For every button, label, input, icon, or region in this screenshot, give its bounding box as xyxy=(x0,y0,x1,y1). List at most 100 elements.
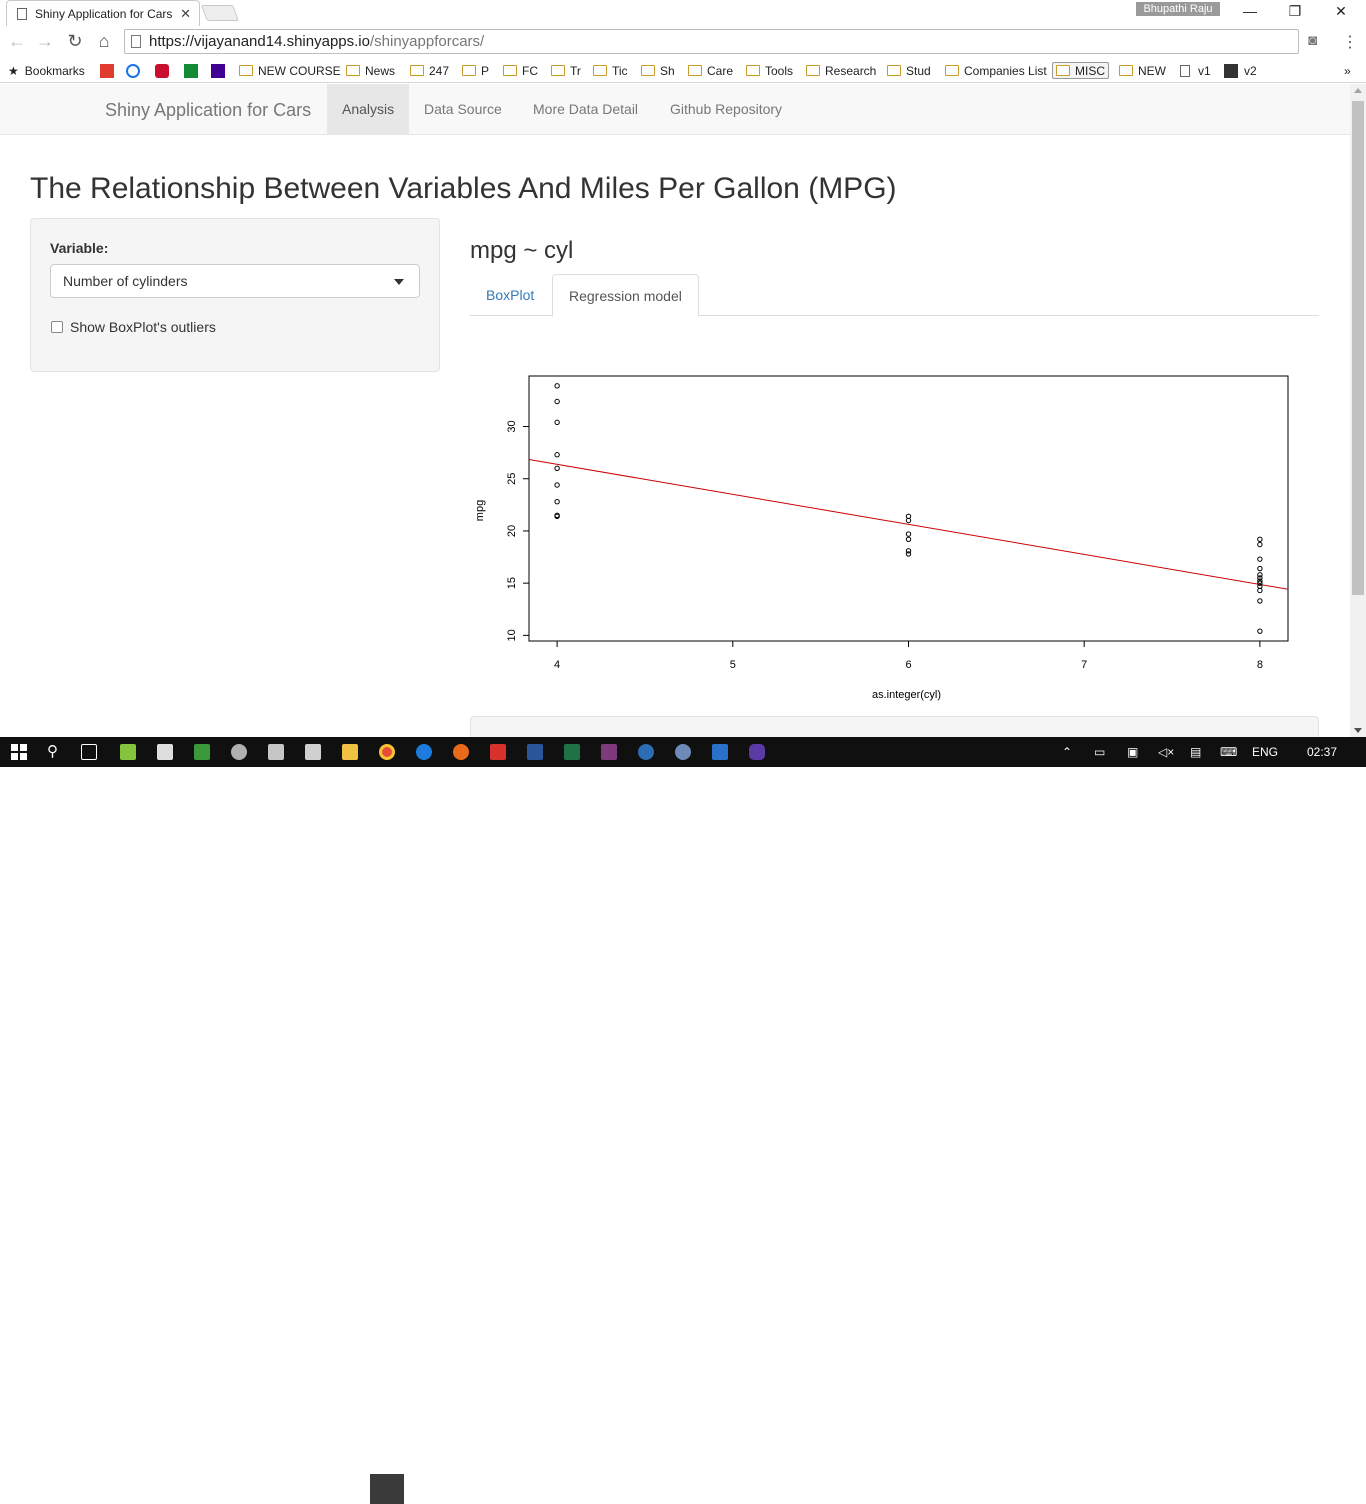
bookmark-v2-icon xyxy=(1224,63,1238,78)
new-tab-button[interactable] xyxy=(201,5,239,21)
taskbar-app-icon[interactable] xyxy=(194,744,210,760)
language-indicator[interactable]: ENG xyxy=(1252,745,1279,759)
windows-start-icon[interactable] xyxy=(11,744,27,760)
tab-boxplot[interactable]: BoxPlot xyxy=(486,287,535,303)
bookmark-icon-yahoo[interactable] xyxy=(211,62,231,79)
bookmark-247[interactable]: 247 xyxy=(410,62,449,79)
file-explorer-icon[interactable] xyxy=(342,744,358,760)
bookmarks-menu[interactable]: ★ Bookmarks xyxy=(8,63,85,78)
page-icon xyxy=(17,7,27,20)
onenote-icon[interactable] xyxy=(601,744,617,760)
app-navbar: Shiny Application for Cars Analysis Data… xyxy=(0,84,1350,135)
bookmark-icon-act[interactable] xyxy=(100,62,120,79)
pdf-icon[interactable] xyxy=(490,744,506,760)
bookmarks-overflow-icon[interactable]: » xyxy=(1344,63,1351,78)
data-point xyxy=(1257,541,1263,548)
x-tick-label: 6 xyxy=(905,659,911,671)
window-close-icon[interactable]: ✕ xyxy=(1335,3,1347,19)
notifications-icon[interactable]: ▤ xyxy=(1190,745,1202,759)
bookmark-new[interactable]: NEW xyxy=(1119,62,1166,79)
scroll-up-icon[interactable] xyxy=(1354,88,1362,93)
battery-icon[interactable]: ▭ xyxy=(1094,745,1106,759)
word-icon[interactable] xyxy=(527,744,543,760)
taskbar-app-icon[interactable] xyxy=(268,744,284,760)
data-point xyxy=(554,482,560,488)
model-formula: mpg ~ cyl xyxy=(470,237,574,264)
r-icon[interactable] xyxy=(638,744,654,760)
scroll-down-icon[interactable] xyxy=(1354,728,1362,733)
outliers-checkbox[interactable] xyxy=(51,321,63,333)
home-icon[interactable]: ⌂ xyxy=(98,31,110,51)
firefox-icon[interactable] xyxy=(453,744,469,760)
bookmark-v1[interactable]: v1 xyxy=(1180,62,1211,79)
bookmark-sh[interactable]: Sh xyxy=(641,62,675,79)
browser-tab-strip: Shiny Application for Cars ✕ Bhupathi Ra… xyxy=(0,0,1366,26)
taskbar-app-icon[interactable] xyxy=(749,744,765,760)
calculator-icon[interactable] xyxy=(305,744,321,760)
bookmark-v2[interactable]: v2 xyxy=(1224,62,1257,79)
regression-plot: 4 5 6 7 8 10 15 20 25 30 as.integer(cyl) mpg xyxy=(474,375,1289,701)
nav-data-source[interactable]: Data Source xyxy=(424,101,502,117)
data-point xyxy=(1257,587,1263,594)
bookmark-new-course[interactable]: NEW COURSE xyxy=(239,62,341,79)
outliers-checkbox-label[interactable]: Show BoxPlot's outliers xyxy=(70,319,216,335)
bookmark-care[interactable]: Care xyxy=(688,62,733,79)
tab-regression-model[interactable]: Regression model xyxy=(552,274,699,317)
page-info-icon[interactable] xyxy=(131,35,141,48)
x-tick-label: 4 xyxy=(554,659,560,671)
nav-github-repository[interactable]: Github Repository xyxy=(670,101,783,117)
star-icon: ★ xyxy=(8,63,19,78)
address-bar[interactable]: https://vijayanand14.shinyapps.io/shinya… xyxy=(124,29,1299,54)
taskbar-app-icon[interactable] xyxy=(231,744,247,760)
restore-icon[interactable]: ❐ xyxy=(1288,3,1302,19)
taskbar-app-icon[interactable] xyxy=(157,744,173,760)
bookmark-icon-green[interactable] xyxy=(184,62,204,79)
scrollbar-thumb[interactable] xyxy=(1352,101,1364,595)
reload-icon[interactable]: ↻ xyxy=(67,31,83,51)
bookmark-p[interactable]: P xyxy=(462,62,489,79)
chevron-up-icon[interactable]: ⌃ xyxy=(1062,745,1073,759)
volume-muted-icon[interactable]: ◁× xyxy=(1158,745,1175,759)
nav-analysis[interactable]: Analysis xyxy=(327,84,410,134)
y-tick-label: 30 xyxy=(506,420,518,432)
bookmark-research[interactable]: Research xyxy=(806,62,876,79)
rstudio-icon[interactable] xyxy=(675,744,691,760)
bookmark-news[interactable]: News xyxy=(346,62,395,79)
bookmark-tools[interactable]: Tools xyxy=(746,62,793,79)
browser-toolbar xyxy=(0,26,1366,58)
bookmark-fc[interactable]: FC xyxy=(503,62,538,79)
camera-icon[interactable]: ◙ xyxy=(1308,32,1318,49)
bookmark-misc[interactable]: MISC xyxy=(1052,62,1109,79)
taskbar-app-icon[interactable] xyxy=(120,744,136,760)
bookmark-tic[interactable]: Tic xyxy=(593,62,628,79)
nav-more-data-detail[interactable]: More Data Detail xyxy=(533,101,639,117)
bookmark-companies-list[interactable]: Companies List xyxy=(945,62,1047,79)
x-axis-label: as.integer(cyl) xyxy=(872,689,941,701)
browser-tab[interactable]: Shiny Application for Cars ✕ xyxy=(6,0,200,26)
app-brand[interactable]: Shiny Application for Cars xyxy=(105,100,312,120)
keyboard-icon[interactable]: ⌨ xyxy=(1220,745,1238,759)
chrome-icon[interactable] xyxy=(379,744,395,760)
back-arrow-icon[interactable]: ← xyxy=(8,31,26,51)
task-view-icon[interactable] xyxy=(81,744,97,760)
minimize-icon[interactable]: — xyxy=(1243,3,1257,19)
bookmark-stud[interactable]: Stud xyxy=(887,62,931,79)
taskbar-active-highlight xyxy=(370,1474,404,1504)
forward-arrow-icon[interactable]: → xyxy=(36,31,54,51)
bookmark-tr[interactable]: Tr xyxy=(551,62,581,79)
taskbar-app-icon[interactable] xyxy=(712,744,728,760)
search-icon[interactable]: ⚲ xyxy=(47,743,58,760)
network-icon[interactable]: ▣ xyxy=(1127,745,1139,759)
bookmark-icon-link[interactable] xyxy=(126,62,146,79)
close-tab-icon[interactable]: ✕ xyxy=(180,6,191,21)
data-point xyxy=(554,499,560,505)
clock[interactable]: 02:37 xyxy=(1307,745,1338,759)
excel-icon[interactable] xyxy=(564,744,580,760)
bookmark-icon-red[interactable] xyxy=(155,62,175,79)
profile-name[interactable]: Bhupathi Raju xyxy=(1136,2,1220,16)
edge-icon[interactable] xyxy=(416,744,432,760)
y-tick-label: 10 xyxy=(506,629,518,641)
page-scrollbar[interactable] xyxy=(1350,84,1366,737)
variable-select[interactable]: Number of cylinders xyxy=(50,264,420,298)
browser-menu-icon[interactable]: ⋮ xyxy=(1342,34,1358,51)
